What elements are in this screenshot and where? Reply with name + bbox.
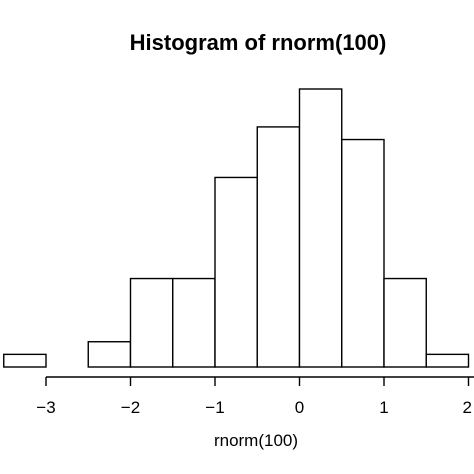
x-axis: −3 −2 −1 0 1 2: [36, 376, 474, 417]
x-tick-label: 1: [379, 398, 388, 417]
x-tick-label: −2: [121, 398, 140, 417]
histogram-bar: [425, 353, 470, 368]
histogram-bar: [214, 176, 258, 368]
histogram-bar: [341, 138, 385, 368]
histogram-bar: [3, 353, 47, 368]
x-tick-label: −1: [205, 398, 224, 417]
histogram-bar: [256, 126, 301, 368]
histogram-bar: [129, 277, 174, 368]
histogram-bars: [3, 88, 470, 368]
histogram-bar: [172, 277, 216, 368]
chart-title: Histogram of rnorm(100): [130, 30, 387, 55]
x-tick-label: 2: [463, 398, 472, 417]
x-tick-label: 0: [295, 398, 304, 417]
histogram-bar: [298, 88, 343, 368]
x-axis-label: rnorm(100): [214, 431, 298, 450]
histogram-bar: [383, 277, 427, 368]
x-tick-label: −3: [36, 398, 55, 417]
histogram-bar: [87, 341, 132, 368]
